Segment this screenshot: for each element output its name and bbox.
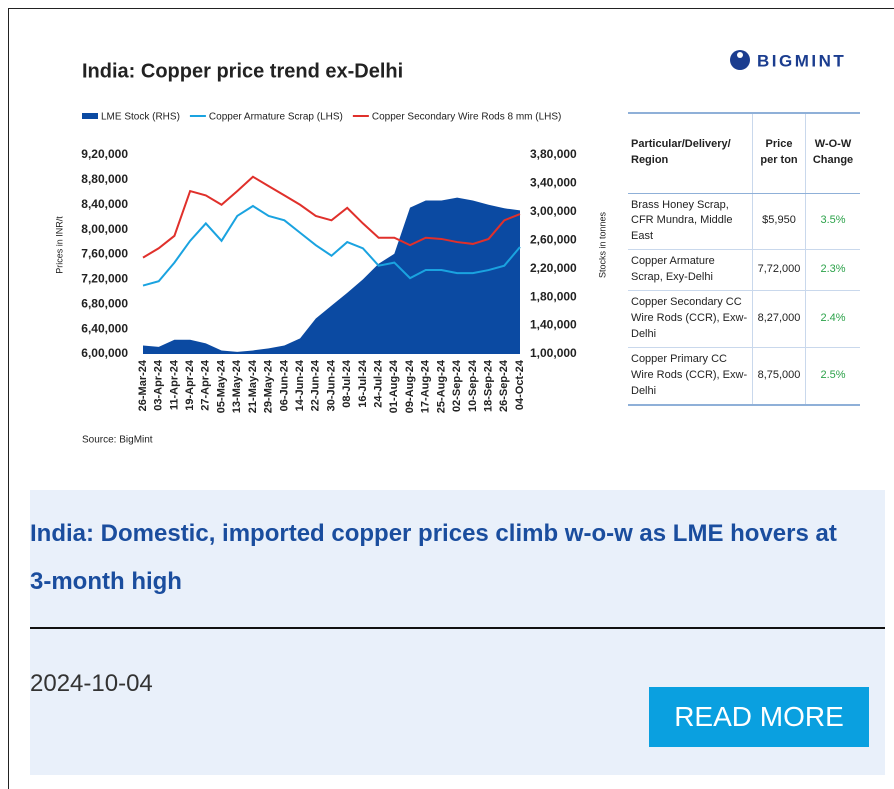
x-tick-label: 11-Apr-24 <box>168 359 180 410</box>
table-header: Particular/Delivery/ Region Price per to… <box>628 112 860 194</box>
y-tick-label: 6,40,000 <box>81 321 128 335</box>
legend-swatch <box>82 113 98 119</box>
x-tick-label: 05-May-24 <box>215 359 227 413</box>
logo-text: BIGMINT <box>757 51 846 70</box>
x-tick-label: 29-May-24 <box>263 359 275 413</box>
table-cell: Copper Secondary CC Wire Rods (CCR), Exw… <box>628 290 753 348</box>
y2-tick-label: 3,40,000 <box>530 176 577 190</box>
price-table: Particular/Delivery/ Region Price per to… <box>628 112 860 406</box>
x-tick-label: 16-Jul-24 <box>357 359 369 408</box>
y-axis-label: Prices in INR/t <box>54 216 64 274</box>
table-cell: 3.5% <box>805 193 860 251</box>
table-cell: $5,950 <box>752 193 806 251</box>
x-tick-label: 03-Apr-24 <box>153 359 165 411</box>
legend-label: Copper Armature Scrap (LHS) <box>209 112 343 123</box>
x-tick-label: 27-Apr-24 <box>200 359 212 411</box>
header-cell: Particular/Delivery/ Region <box>628 112 753 194</box>
divider <box>30 627 885 629</box>
y-tick-label: 8,40,000 <box>81 197 128 211</box>
x-tick-label: 19-Apr-24 <box>184 359 196 411</box>
y2-tick-label: 2,60,000 <box>530 232 577 246</box>
date: 2024-10-04 <box>30 670 153 697</box>
line <box>142 175 521 259</box>
y2-tick-label: 3,80,000 <box>530 147 577 161</box>
headline[interactable]: India: Domestic, imported copper prices … <box>30 520 837 595</box>
x-tick-label: 26-Sep-24 <box>498 359 510 412</box>
read-more-button[interactable]: READ MORE <box>649 687 869 747</box>
chart: BIGMINT India: Copper price trend ex-Del… <box>54 50 846 446</box>
logo: BIGMINT <box>730 50 846 70</box>
x-tick-label: 13-May-24 <box>231 359 243 413</box>
x-tick-label: 01-Aug-24 <box>388 359 400 413</box>
table-cell: Copper Primary CC Wire Rods (CCR), Exw-D… <box>628 347 753 406</box>
x-tick-label: 17-Aug-24 <box>420 359 432 413</box>
article-card: India: Domestic, imported copper prices … <box>30 490 885 775</box>
y-tick-label: 9,20,000 <box>81 147 128 161</box>
table-cell: 8,75,000 <box>752 347 806 406</box>
header-cell: Price per ton <box>752 112 806 194</box>
table-row: Copper Armature Scrap, Exy-Delhi 7,72,000… <box>628 249 860 292</box>
line <box>142 204 521 287</box>
legend-label: Copper Secondary Wire Rods 8 mm (LHS) <box>372 112 562 123</box>
table-cell: 7,72,000 <box>752 249 806 292</box>
header-cell: W-O-W Change <box>805 112 860 194</box>
y2-tick-label: 1,00,000 <box>530 346 577 360</box>
x-tick-label: 08-Jul-24 <box>341 359 353 408</box>
y2-tick-label: 1,80,000 <box>530 289 577 303</box>
y-tick-label: 8,80,000 <box>81 172 128 186</box>
table-cell: Copper Armature Scrap, Exy-Delhi <box>628 249 753 292</box>
y2-axis-label: Stocks in tonnes <box>597 211 607 278</box>
x-tick-label: 26-Mar-24 <box>137 359 149 411</box>
y-tick-label: 7,20,000 <box>81 272 128 286</box>
y2-tick-label: 2,20,000 <box>530 261 577 275</box>
x-tick-label: 10-Sep-24 <box>467 359 479 412</box>
x-tick-label: 18-Sep-24 <box>482 359 494 412</box>
table-cell: 2.3% <box>805 249 860 292</box>
x-tick-label: 02-Sep-24 <box>451 359 463 412</box>
x-tick-label: 30-Jun-24 <box>325 359 337 411</box>
x-tick-label: 24-Jul-24 <box>373 359 385 408</box>
source: Source: BigMint <box>82 435 153 446</box>
logo-icon-dot <box>737 52 743 58</box>
y2-tick-label: 3,00,000 <box>530 204 577 218</box>
table-cell: 2.5% <box>805 347 860 406</box>
table-cell: Brass Honey Scrap, CFR Mundra, Middle Ea… <box>628 193 753 251</box>
table-row: Brass Honey Scrap, CFR Mundra, Middle Ea… <box>628 193 860 251</box>
x-tick-label: 06-Jun-24 <box>278 359 290 411</box>
table-row: Copper Primary CC Wire Rods (CCR), Exw-D… <box>628 347 860 406</box>
y-tick-label: 6,00,000 <box>81 346 128 360</box>
x-tick-label: 22-Jun-24 <box>310 359 322 411</box>
logo-icon <box>730 50 750 70</box>
table-row: Copper Secondary CC Wire Rods (CCR), Exw… <box>628 290 860 348</box>
x-tick-label: 21-May-24 <box>247 359 259 413</box>
frame <box>8 8 894 789</box>
y-tick-label: 7,60,000 <box>81 247 128 261</box>
x-tick-label: 09-Aug-24 <box>404 359 416 413</box>
table-cell: 8,27,000 <box>752 290 806 348</box>
table-body: Brass Honey Scrap, CFR Mundra, Middle Ea… <box>628 193 860 406</box>
x-tick-label: 25-Aug-24 <box>435 359 447 413</box>
y-tick-label: 8,00,000 <box>81 222 128 236</box>
chart-title: India: Copper price trend ex-Delhi <box>82 60 403 82</box>
legend-label: LME Stock (RHS) <box>101 112 180 123</box>
x-tick-label: 04-Oct-24 <box>514 359 526 410</box>
x-tick-label: 14-Jun-24 <box>294 359 306 411</box>
y-tick-label: 6,80,000 <box>81 296 128 310</box>
y2-tick-label: 1,40,000 <box>530 318 577 332</box>
table-cell: 2.4% <box>805 290 860 348</box>
